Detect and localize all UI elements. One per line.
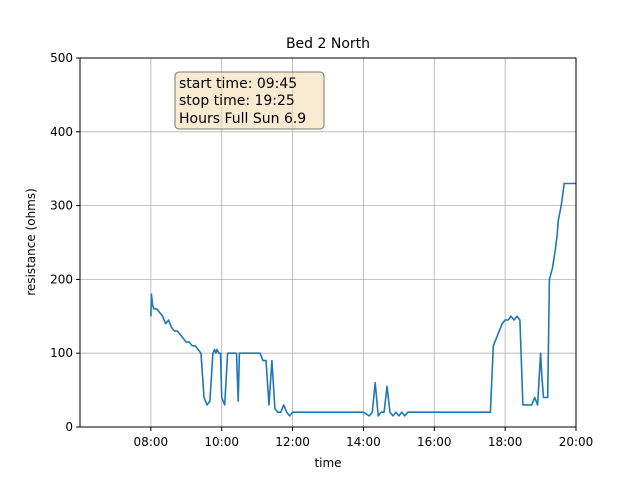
data-layer	[150, 182, 576, 417]
plot-frame	[79, 57, 577, 428]
x-tick-label: 16:00	[417, 435, 452, 449]
x-tick-label: 20:00	[559, 435, 594, 449]
series-line	[150, 182, 576, 417]
x-tick-label: 10:00	[204, 435, 239, 449]
y-tick-label: 300	[50, 199, 73, 213]
chart-title: Bed 2 North	[286, 36, 370, 52]
y-tick-label: 500	[50, 51, 73, 65]
y-axis-label: resistance (ohms)	[24, 188, 38, 296]
x-tick-label: 08:00	[134, 435, 169, 449]
annotation-background	[174, 71, 325, 130]
x-tick-label: 14:00	[346, 435, 381, 449]
annotation-line-stop: stop time: 19:25	[179, 93, 295, 109]
y-tick-label: 100	[50, 346, 73, 360]
x-tick-label: 12:00	[275, 435, 310, 449]
annotation-box: start time: 09:45 stop time: 19:25 Hours…	[174, 71, 325, 130]
y-tick-label: 200	[50, 272, 73, 286]
x-tick-label: 18:00	[488, 435, 523, 449]
ticks: 08:00 10:00 12:00 14:00 16:00 18:00 20:00 0 100 2…	[50, 51, 593, 449]
x-axis-label: time	[314, 456, 341, 470]
annotation-line-start: start time: 09:45	[179, 76, 297, 92]
y-tick-label: 0	[65, 420, 73, 434]
annotation-line-hours: Hours Full Sun 6.9	[179, 111, 306, 127]
y-tick-label: 400	[50, 125, 73, 139]
